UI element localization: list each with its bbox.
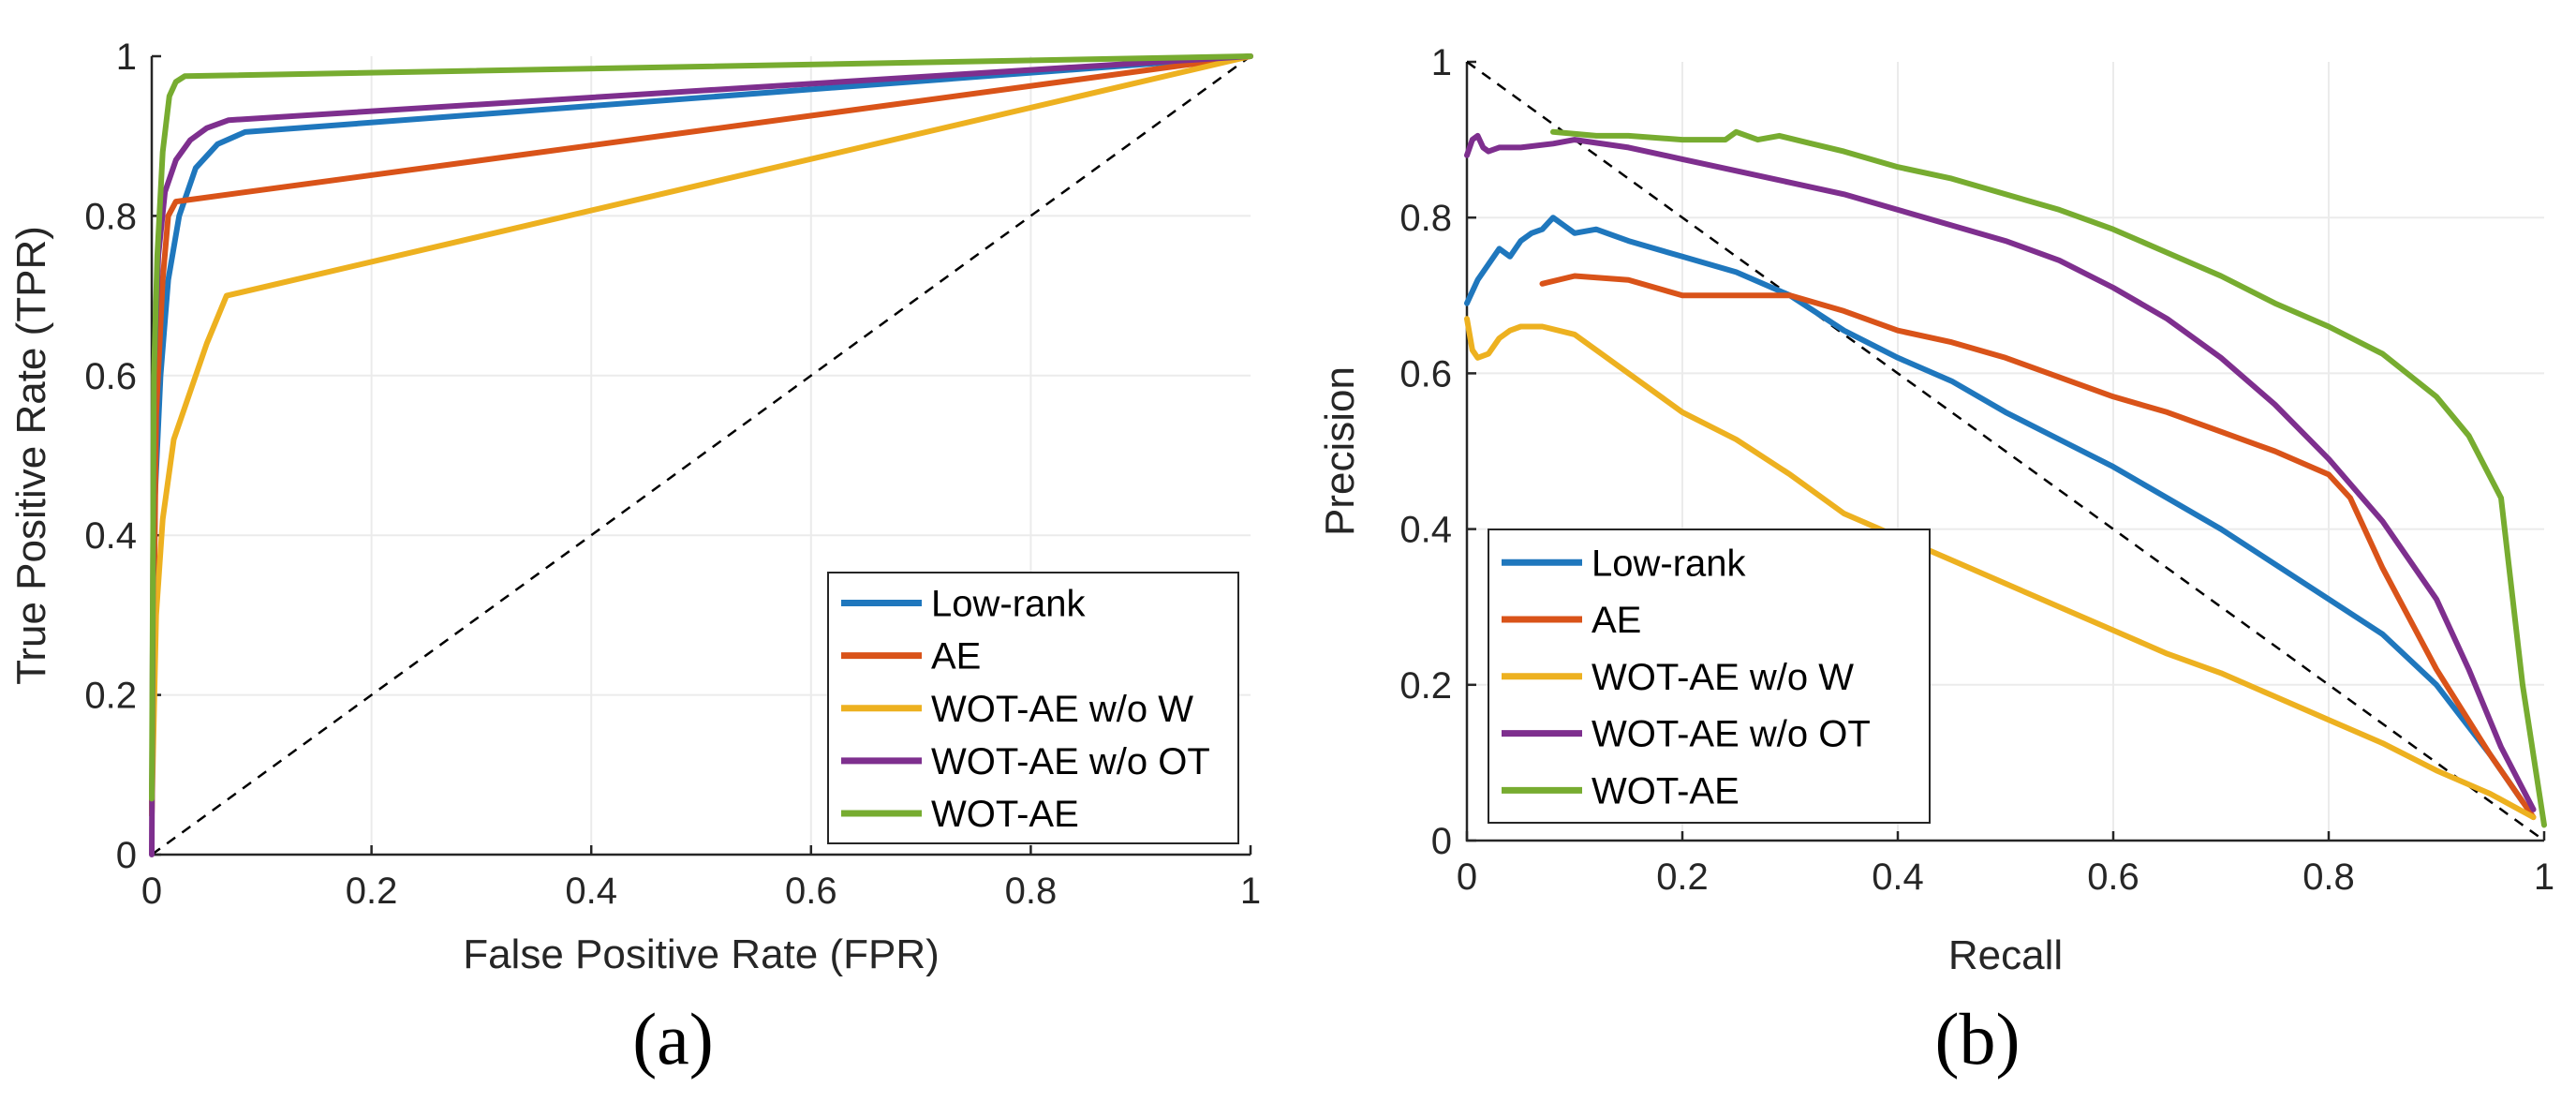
x-tick-label: 0 [141, 871, 162, 912]
roc-panel: 0 0.2 0.4 0.6 0.8 1 0 0.2 0.4 0.6 0.8 1 False Positi… [8, 37, 1261, 1080]
legend-label: Low-rank [931, 584, 1087, 625]
pr-panel: 0 0.2 0.4 0.6 0.8 1 0 0.2 0.4 0.6 0.8 1 Recall Precis… [1317, 42, 2554, 1080]
series-line-wot-ae-w-o-ot [1464, 132, 2537, 812]
x-tick-label: 0.6 [785, 871, 837, 912]
legend-label: WOT-AE [931, 794, 1079, 835]
y-tick-label: 0.4 [84, 515, 137, 557]
legend-label: AE [931, 636, 981, 678]
reference-diagonal [1466, 60, 2545, 842]
series-line-wot-ae [149, 53, 1253, 802]
x-tick-label: 0.4 [565, 871, 617, 912]
x-tick-label: 0.2 [346, 871, 398, 912]
legend-label: WOT-AE [1591, 770, 1740, 812]
series-line-wot-ae [1550, 128, 2547, 828]
y-tick-label: 1 [116, 37, 137, 78]
y-tick-label: 0.8 [1399, 198, 1452, 239]
y-axis-title: True Positive Rate (TPR) [8, 226, 54, 685]
y-tick-label: 0.4 [1399, 510, 1452, 551]
x-tick-label: 0 [1457, 856, 1477, 898]
x-tick-label: 0.6 [2087, 856, 2139, 898]
legend-label: WOT-AE w/o W [931, 689, 1193, 730]
series-line-low-rank [1464, 215, 2525, 805]
x-tick-label: 0.2 [1656, 856, 1709, 898]
series-line-wot-ae-w-o-w [1464, 316, 2537, 821]
legend-label: WOT-AE w/o W [1591, 657, 1854, 698]
y-tick-label: 0 [1431, 821, 1452, 862]
legend-label: Low-rank [1591, 543, 1747, 584]
reference-diagonal [151, 54, 1251, 856]
x-axis-title: Recall [1948, 932, 2063, 978]
x-tick-label: 0.8 [1005, 871, 1058, 912]
legend-label: WOT-AE w/o OT [1591, 714, 1871, 755]
x-tick-label: 0.4 [1872, 856, 1924, 898]
y-tick-label: 0 [116, 835, 137, 876]
y-axis-title: Precision [1317, 366, 1363, 536]
panel-caption: (b) [1935, 998, 2021, 1080]
series-line-ae [1539, 273, 2537, 821]
series-line-wot-ae-w-o-w [149, 53, 1253, 818]
y-tick-label: 0.8 [84, 196, 137, 237]
panel-caption: (a) [632, 998, 714, 1080]
y-tick-label: 0.6 [1399, 353, 1452, 395]
x-tick-label: 1 [2534, 856, 2554, 898]
x-axis-title: False Positive Rate (FPR) [463, 931, 940, 977]
x-tick-label: 0.8 [2302, 856, 2355, 898]
legend-label: AE [1591, 600, 1641, 641]
legend-label: WOT-AE w/o OT [931, 741, 1210, 782]
y-tick-label: 0.2 [1399, 665, 1452, 707]
y-tick-label: 0.2 [84, 676, 137, 717]
y-tick-label: 0.6 [84, 356, 137, 397]
y-tick-label: 1 [1431, 42, 1452, 83]
x-tick-label: 1 [1240, 871, 1261, 912]
